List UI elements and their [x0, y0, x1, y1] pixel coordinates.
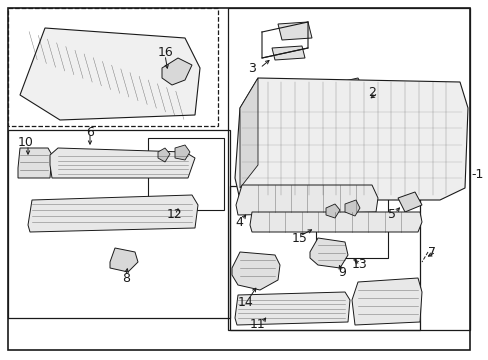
Bar: [148, 138, 224, 210]
Polygon shape: [162, 58, 192, 85]
Text: 2: 2: [367, 85, 375, 99]
Polygon shape: [278, 22, 311, 40]
Text: 9: 9: [337, 266, 345, 279]
Polygon shape: [345, 200, 359, 216]
Polygon shape: [28, 195, 198, 232]
Text: 3: 3: [247, 62, 255, 75]
Polygon shape: [231, 252, 280, 290]
Polygon shape: [20, 28, 200, 120]
Text: -1: -1: [470, 168, 482, 181]
Text: 14: 14: [238, 296, 253, 309]
Text: 13: 13: [351, 258, 367, 271]
Text: 7: 7: [427, 246, 435, 258]
Polygon shape: [339, 78, 364, 96]
Polygon shape: [235, 78, 467, 200]
Text: 11: 11: [249, 319, 265, 332]
Bar: [227, 8, 469, 330]
Text: 8: 8: [122, 271, 130, 284]
Text: 4: 4: [235, 216, 243, 229]
Polygon shape: [175, 145, 190, 160]
Polygon shape: [351, 278, 421, 325]
Bar: [8, 130, 229, 318]
Polygon shape: [397, 192, 421, 212]
Polygon shape: [325, 204, 339, 218]
Polygon shape: [18, 148, 52, 178]
Polygon shape: [309, 238, 347, 268]
Polygon shape: [110, 248, 138, 272]
Polygon shape: [235, 292, 349, 325]
Text: 15: 15: [291, 231, 307, 244]
Polygon shape: [271, 46, 305, 60]
Bar: [315, 196, 387, 258]
Polygon shape: [236, 185, 377, 215]
Text: 12: 12: [167, 208, 183, 221]
Polygon shape: [240, 78, 258, 188]
Bar: [229, 186, 419, 330]
Text: 5: 5: [387, 208, 395, 221]
Text: 6: 6: [86, 126, 94, 139]
Bar: [8, 8, 218, 126]
Text: 10: 10: [18, 135, 34, 148]
Polygon shape: [249, 212, 421, 232]
Text: 16: 16: [158, 45, 173, 58]
Polygon shape: [50, 148, 195, 178]
Polygon shape: [158, 148, 170, 162]
